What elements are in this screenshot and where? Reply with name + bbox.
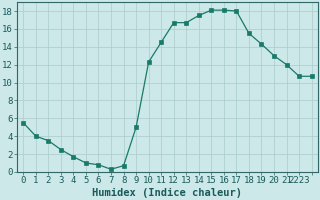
X-axis label: Humidex (Indice chaleur): Humidex (Indice chaleur) — [92, 188, 243, 198]
